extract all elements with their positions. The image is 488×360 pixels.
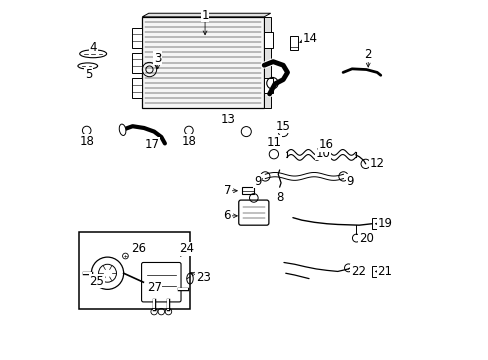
Text: 14: 14 [302, 32, 317, 45]
Text: 8: 8 [276, 192, 284, 204]
Text: 15: 15 [275, 120, 290, 133]
FancyBboxPatch shape [131, 28, 142, 48]
FancyBboxPatch shape [131, 78, 142, 98]
Text: 12: 12 [369, 157, 384, 170]
Polygon shape [142, 13, 270, 17]
Text: 11: 11 [266, 136, 281, 149]
Text: 3: 3 [154, 51, 161, 64]
Text: 20: 20 [358, 231, 373, 244]
Text: 13: 13 [221, 113, 235, 126]
Bar [242, 187, 253, 194]
FancyBboxPatch shape [131, 53, 142, 73]
Bar [371, 219, 384, 229]
FancyBboxPatch shape [264, 77, 273, 93]
FancyBboxPatch shape [264, 32, 273, 48]
Text: 23: 23 [195, 271, 210, 284]
Text: 27: 27 [146, 281, 162, 294]
Text: 18: 18 [181, 135, 196, 148]
Text: 26: 26 [131, 242, 146, 255]
Text: 21: 21 [377, 265, 392, 278]
Bar [371, 266, 384, 277]
Text: 22: 22 [350, 265, 366, 278]
Text: 19: 19 [377, 217, 392, 230]
Text: 9: 9 [346, 175, 353, 188]
Text: 18: 18 [79, 135, 94, 148]
Bar [142, 17, 264, 108]
Text: 25: 25 [89, 275, 104, 288]
Text: 9: 9 [253, 175, 261, 188]
Ellipse shape [119, 124, 125, 135]
Text: 5: 5 [84, 68, 92, 81]
Text: 24: 24 [179, 242, 194, 255]
Text: 10: 10 [315, 147, 330, 159]
Bar [264, 17, 270, 108]
Text: 17: 17 [144, 138, 159, 150]
Text: 2: 2 [364, 48, 371, 61]
Text: 16: 16 [318, 138, 333, 151]
Bar [79, 232, 190, 309]
Text: 7: 7 [223, 184, 230, 197]
Text: 4: 4 [89, 41, 97, 54]
Text: 6: 6 [223, 210, 230, 222]
Text: 1: 1 [201, 9, 208, 22]
